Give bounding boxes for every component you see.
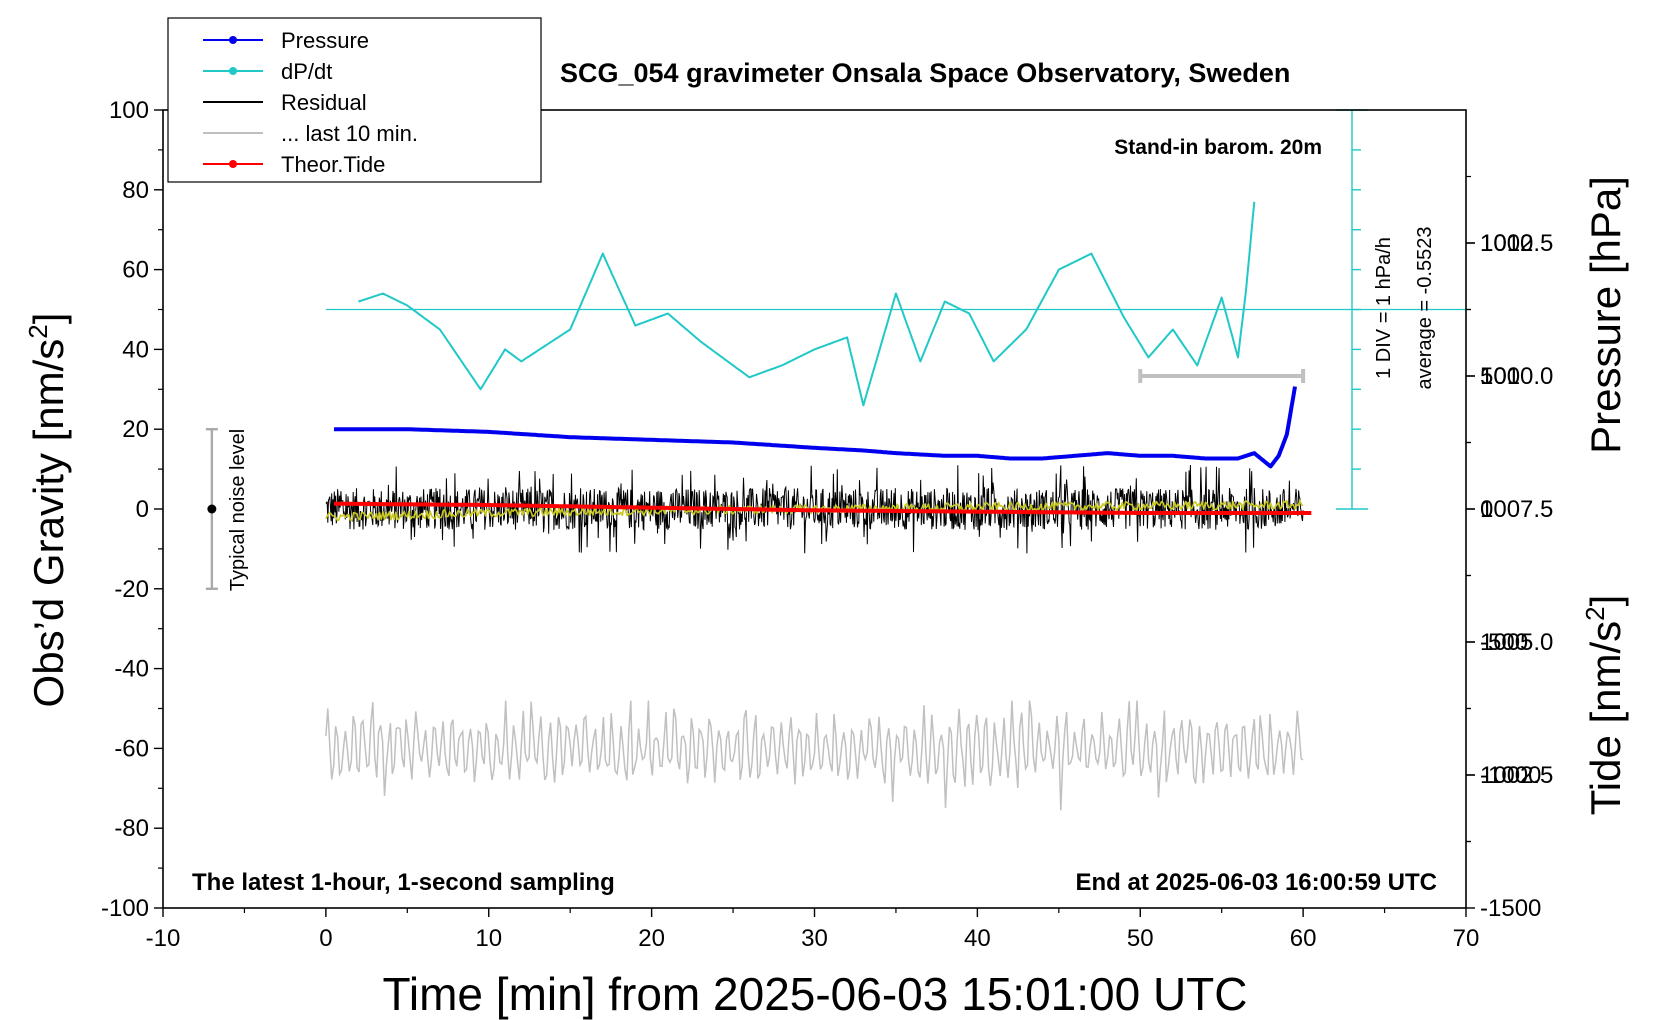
x-tick-label: 10	[475, 925, 502, 952]
series-pressure	[333, 386, 1297, 469]
pressure-tick-label: 1012.5	[1480, 230, 1553, 257]
legend-label: ... last 10 min.	[281, 121, 418, 146]
legend-label: Theor.Tide	[281, 152, 385, 177]
legend-label: Residual	[281, 90, 367, 115]
pressure-tick-label: 1010.0	[1480, 363, 1553, 390]
series-last10	[325, 700, 1304, 811]
y-tick-label: -20	[114, 576, 149, 603]
bottom-left-note: The latest 1-hour, 1-second sampling	[192, 869, 615, 896]
barometer-note: Stand-in barom. 20m	[1114, 136, 1322, 159]
tide-tick-label: -500	[1480, 629, 1528, 656]
x-tick-label: 30	[801, 925, 828, 952]
legend-label: dP/dt	[281, 59, 332, 84]
tide-tick-label: 0	[1480, 496, 1493, 523]
y-tick-label: 80	[122, 177, 149, 204]
y-tick-label: -40	[114, 656, 149, 683]
tide-tick-label: 1000	[1480, 230, 1533, 257]
legend-marker	[229, 67, 237, 75]
x-tick-label: 20	[638, 925, 665, 952]
scale-div-note: 1 DIV = 1 hPa/h	[1373, 237, 1395, 379]
y-tick-label: 0	[136, 496, 149, 523]
tide-tick-label: -1500	[1480, 895, 1541, 922]
chart-title: SCG_054 gravimeter Onsala Space Observat…	[560, 58, 1290, 88]
y-tick-label: -80	[114, 815, 149, 842]
pressure-tick-label: 1002.5	[1480, 762, 1553, 789]
tide-axis-label: Tide [nm/s2]	[1580, 595, 1629, 816]
series-residual-smoothed	[325, 499, 1304, 522]
legend-marker	[229, 36, 237, 44]
noise-bar-center	[207, 504, 217, 514]
legend-marker	[229, 160, 237, 168]
x-tick-label: 70	[1453, 925, 1480, 952]
bottom-right-note: End at 2025-06-03 16:00:59 UTC	[1076, 869, 1438, 896]
tide-tick-label: 500	[1480, 363, 1520, 390]
y-tick-label: -100	[101, 895, 149, 922]
average-note: average = -0.5523	[1414, 227, 1436, 390]
pressure-tick-label: 1007.5	[1480, 496, 1553, 523]
legend-box	[167, 17, 542, 183]
x-tick-label: -10	[146, 925, 181, 952]
series-dpdt	[358, 201, 1256, 407]
y-tick-label: 60	[122, 257, 149, 284]
x-tick-label: 50	[1127, 925, 1154, 952]
series-tide	[333, 501, 1312, 515]
x-tick-label: 60	[1290, 925, 1317, 952]
x-tick-label: 0	[319, 925, 332, 952]
pressure-tick-label: 1005.0	[1480, 629, 1553, 656]
y-tick-label: 20	[122, 416, 149, 443]
y-tick-label: 40	[122, 336, 149, 363]
x-axis-label: Time [min] from 2025-06-03 15:01:00 UTC	[383, 968, 1248, 1020]
y-tick-label: -60	[114, 735, 149, 762]
x-tick-label: 40	[964, 925, 991, 952]
tide-tick-label: -1000	[1480, 762, 1541, 789]
y-axis-label: Obs’d Gravity [nm/s2]	[23, 313, 72, 708]
legend-label: Pressure	[281, 28, 369, 53]
series-residual	[325, 464, 1304, 554]
pressure-axis-label: Pressure [hPa]	[1582, 176, 1629, 454]
noise-note: Typical noise level	[227, 429, 249, 591]
y-tick-label: 100	[109, 97, 149, 124]
